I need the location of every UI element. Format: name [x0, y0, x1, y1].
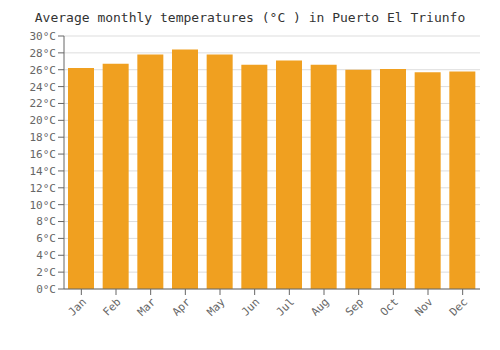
svg-text:Mar: Mar: [135, 295, 159, 319]
svg-text:10°C: 10°C: [30, 199, 57, 212]
svg-text:Oct: Oct: [378, 295, 401, 318]
svg-text:May: May: [204, 295, 228, 319]
svg-text:14°C: 14°C: [30, 165, 57, 178]
svg-text:Feb: Feb: [100, 295, 123, 318]
svg-text:Jun: Jun: [239, 295, 262, 318]
svg-text:24°C: 24°C: [30, 81, 57, 94]
svg-text:4°C: 4°C: [36, 249, 56, 262]
svg-text:30°C: 30°C: [30, 30, 57, 43]
svg-text:6°C: 6°C: [36, 232, 56, 245]
svg-text:Jul: Jul: [274, 295, 297, 318]
svg-text:20°C: 20°C: [30, 114, 57, 127]
svg-text:26°C: 26°C: [30, 64, 57, 77]
svg-text:Nov: Nov: [412, 295, 436, 319]
svg-text:8°C: 8°C: [36, 215, 56, 228]
svg-text:Dec: Dec: [447, 295, 470, 318]
svg-text:16°C: 16°C: [30, 148, 57, 161]
svg-text:12°C: 12°C: [30, 182, 57, 195]
svg-text:0°C: 0°C: [36, 283, 56, 296]
svg-text:Apr: Apr: [170, 295, 194, 319]
svg-text:Aug: Aug: [308, 295, 331, 318]
svg-text:2°C: 2°C: [36, 266, 56, 279]
svg-text:18°C: 18°C: [30, 131, 57, 144]
svg-text:Sep: Sep: [343, 295, 366, 318]
html-text:Average monthly temperatures (: Average monthly temperatures (°C ) in Pu…: [34, 10, 466, 25]
svg-text:Jan: Jan: [66, 295, 89, 318]
svg-text:22°C: 22°C: [30, 97, 57, 110]
svg-text:28°C: 28°C: [30, 47, 57, 60]
